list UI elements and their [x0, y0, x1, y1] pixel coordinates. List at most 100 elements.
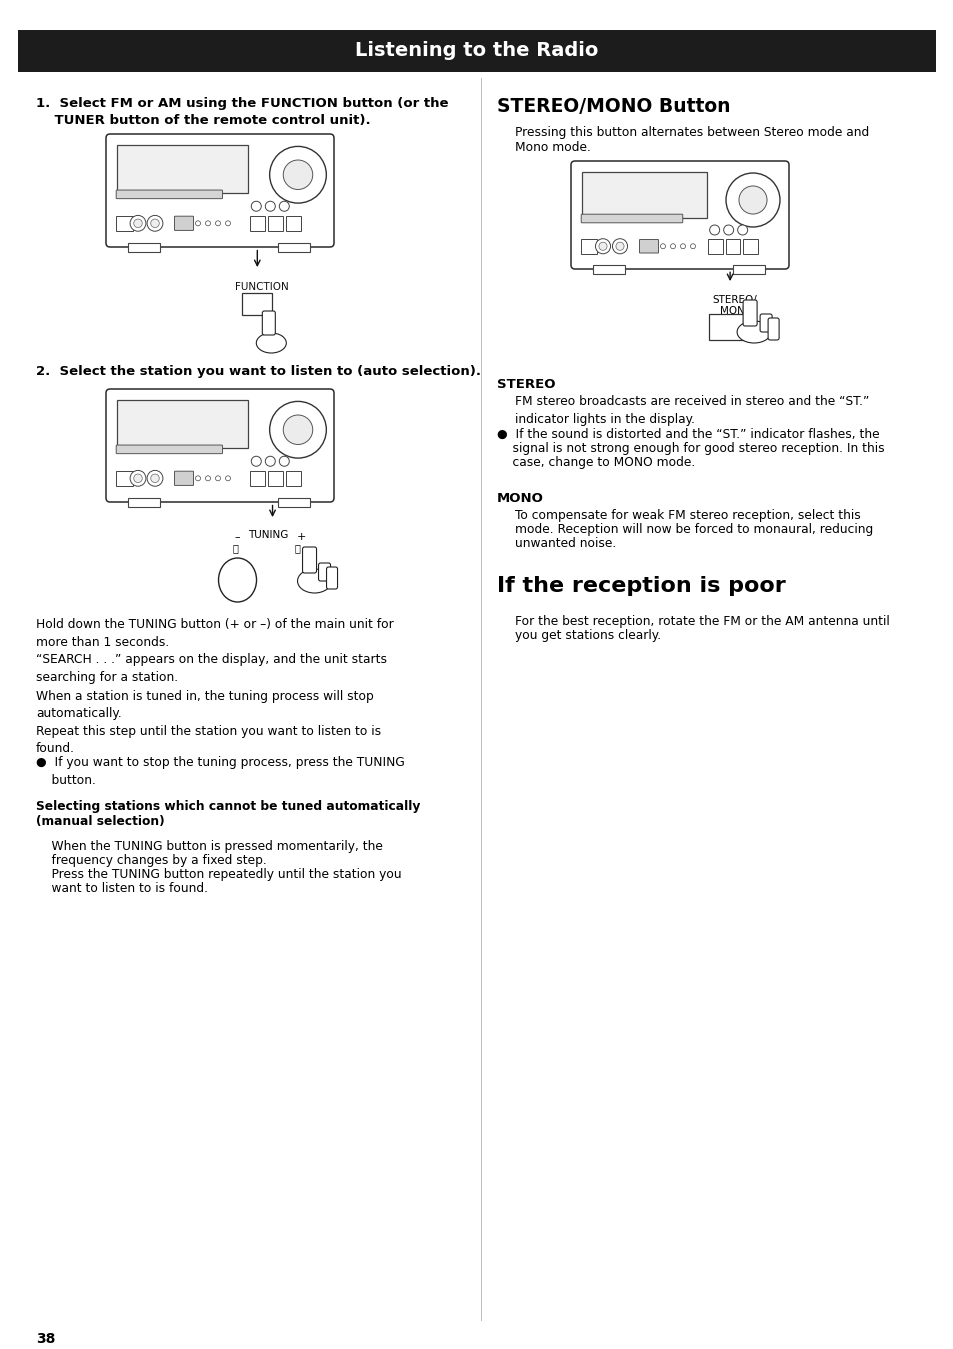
Text: mode. Reception will now be forced to monaural, reducing: mode. Reception will now be forced to mo…	[515, 523, 872, 536]
Circle shape	[595, 239, 610, 254]
Text: (manual selection): (manual selection)	[36, 815, 165, 828]
Bar	[732, 264, 764, 274]
Text: –: –	[234, 532, 240, 542]
Text: STEREO: STEREO	[497, 378, 555, 391]
Circle shape	[215, 221, 220, 225]
Bar	[250, 471, 265, 486]
FancyBboxPatch shape	[116, 445, 222, 453]
Bar	[742, 239, 757, 254]
Text: 1.  Select FM or AM using the FUNCTION button (or the: 1. Select FM or AM using the FUNCTION bu…	[36, 97, 448, 111]
Bar	[286, 471, 301, 486]
Text: ⏮: ⏮	[233, 544, 238, 553]
Text: MONO: MONO	[720, 306, 753, 316]
Circle shape	[265, 201, 275, 212]
Bar	[581, 173, 706, 219]
Text: FUNCTION: FUNCTION	[235, 282, 289, 291]
Text: Hold down the TUNING button (+ or –) of the main unit for
more than 1 seconds.
“: Hold down the TUNING button (+ or –) of …	[36, 618, 394, 684]
Text: signal is not strong enough for good stereo reception. In this: signal is not strong enough for good ste…	[497, 442, 883, 455]
Text: FM stereo broadcasts are received in stereo and the “ST.”
indicator lights in th: FM stereo broadcasts are received in ste…	[515, 395, 868, 425]
Circle shape	[725, 173, 780, 227]
Text: Mono mode.: Mono mode.	[515, 142, 590, 154]
Bar	[117, 144, 248, 193]
Text: Pressing this button alternates between Stereo mode and: Pressing this button alternates between …	[515, 125, 868, 139]
Circle shape	[130, 471, 146, 486]
Circle shape	[147, 216, 163, 231]
Circle shape	[598, 243, 606, 251]
FancyBboxPatch shape	[302, 546, 316, 573]
Circle shape	[265, 456, 275, 467]
Circle shape	[205, 221, 211, 225]
Text: ●  If you want to stop the tuning process, press the TUNING
    button.: ● If you want to stop the tuning process…	[36, 755, 404, 786]
FancyBboxPatch shape	[174, 471, 193, 486]
Bar	[268, 471, 283, 486]
Circle shape	[283, 161, 313, 189]
Text: 38: 38	[36, 1331, 55, 1346]
Text: ⏭: ⏭	[294, 544, 300, 553]
Circle shape	[251, 201, 261, 212]
Bar	[286, 216, 301, 231]
Bar	[242, 293, 272, 316]
FancyBboxPatch shape	[742, 299, 757, 326]
Circle shape	[679, 244, 685, 248]
Circle shape	[270, 402, 326, 459]
Circle shape	[690, 244, 695, 248]
Text: When the TUNING button is pressed momentarily, the: When the TUNING button is pressed moment…	[36, 840, 382, 853]
Bar	[116, 216, 132, 231]
Circle shape	[225, 221, 231, 225]
Circle shape	[612, 239, 627, 254]
FancyBboxPatch shape	[116, 190, 222, 198]
Text: you get stations clearly.: you get stations clearly.	[515, 629, 660, 642]
Circle shape	[659, 244, 665, 248]
Circle shape	[195, 476, 200, 480]
Text: STEREO/: STEREO/	[711, 295, 756, 305]
Bar	[250, 216, 265, 231]
Text: ●  If the sound is distorted and the “ST.” indicator flashes, the: ● If the sound is distorted and the “ST.…	[497, 428, 879, 441]
Text: Selecting stations which cannot be tuned automatically: Selecting stations which cannot be tuned…	[36, 800, 420, 813]
Bar	[708, 239, 722, 254]
Circle shape	[225, 476, 231, 480]
Circle shape	[133, 219, 142, 228]
Circle shape	[616, 243, 623, 251]
Circle shape	[205, 476, 211, 480]
Text: STEREO/MONO Button: STEREO/MONO Button	[497, 97, 730, 116]
FancyBboxPatch shape	[767, 318, 779, 340]
FancyBboxPatch shape	[174, 216, 193, 231]
Circle shape	[739, 186, 766, 214]
Ellipse shape	[297, 569, 332, 594]
Circle shape	[709, 225, 719, 235]
Circle shape	[151, 473, 159, 483]
Bar	[268, 216, 283, 231]
Bar	[277, 498, 310, 507]
Text: MONO: MONO	[497, 492, 543, 505]
Text: case, change to MONO mode.: case, change to MONO mode.	[497, 456, 695, 469]
FancyBboxPatch shape	[639, 240, 658, 254]
Text: ►/II: ►/II	[712, 317, 734, 331]
Text: If the reception is poor: If the reception is poor	[497, 576, 785, 596]
FancyBboxPatch shape	[106, 134, 334, 247]
FancyBboxPatch shape	[106, 389, 334, 502]
Bar	[18, 30, 935, 71]
Circle shape	[195, 221, 200, 225]
Bar	[128, 243, 160, 252]
Bar	[580, 239, 597, 254]
Bar	[117, 401, 248, 448]
Text: TUNER button of the remote control unit).: TUNER button of the remote control unit)…	[36, 115, 370, 127]
Text: When a station is tuned in, the tuning process will stop
automatically.
Repeat t: When a station is tuned in, the tuning p…	[36, 689, 381, 755]
Circle shape	[737, 225, 747, 235]
Bar	[277, 243, 310, 252]
Circle shape	[283, 415, 313, 444]
Text: unwanted noise.: unwanted noise.	[515, 537, 616, 550]
Bar	[128, 498, 160, 507]
Ellipse shape	[218, 558, 256, 602]
Text: want to listen to is found.: want to listen to is found.	[36, 882, 208, 894]
FancyBboxPatch shape	[571, 161, 788, 268]
Text: TUNING: TUNING	[249, 530, 289, 540]
Text: 2.  Select the station you want to listen to (auto selection).: 2. Select the station you want to listen…	[36, 366, 480, 378]
Circle shape	[670, 244, 675, 248]
Circle shape	[133, 473, 142, 483]
Circle shape	[130, 216, 146, 231]
Bar	[593, 264, 624, 274]
Bar	[708, 314, 746, 340]
Text: For the best reception, rotate the FM or the AM antenna until: For the best reception, rotate the FM or…	[515, 615, 889, 629]
Bar	[725, 239, 740, 254]
